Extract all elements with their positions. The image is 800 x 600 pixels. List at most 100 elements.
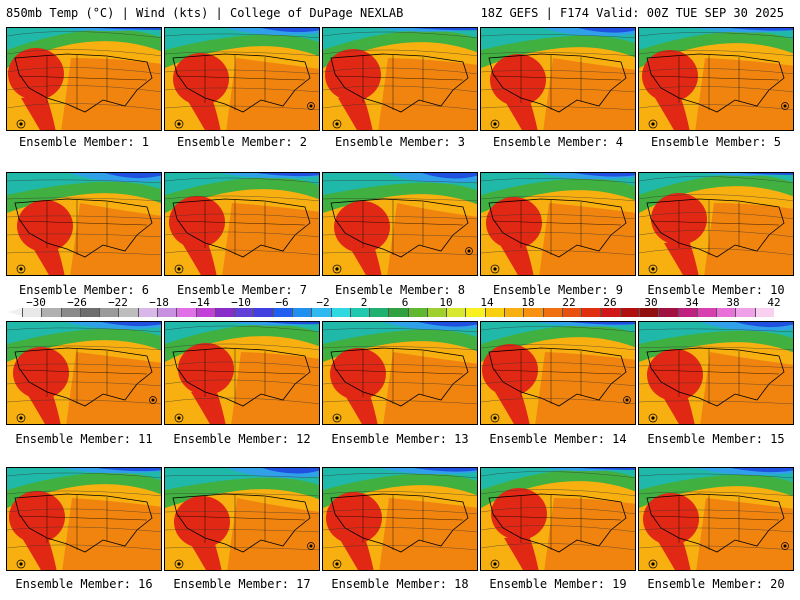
low-pressure-center — [19, 267, 23, 271]
ensemble-member-map — [6, 27, 162, 131]
ensemble-member-map — [480, 172, 636, 276]
colorbar-tick-label: 38 — [726, 296, 740, 309]
height-contour — [165, 475, 319, 479]
height-contour — [481, 34, 635, 39]
heat-plume-region — [22, 536, 57, 570]
state-border — [176, 515, 306, 521]
arctic-airmass-region — [570, 322, 635, 325]
low-pressure-center — [335, 267, 339, 271]
low-pressure-center — [335, 122, 339, 126]
heat-plume-region — [187, 536, 222, 570]
valid-time: 18Z GEFS | F174 Valid: 00Z TUE SEP 30 20… — [480, 6, 784, 20]
colorbar-tick-label: −10 — [231, 296, 251, 309]
colorbar-swatch — [22, 308, 42, 317]
state-border — [18, 515, 148, 521]
colorbar-swatch — [504, 308, 524, 317]
height-contour — [7, 179, 161, 184]
ensemble-member-map — [164, 27, 320, 131]
height-contour — [639, 509, 793, 515]
colorbar-swatch — [426, 308, 447, 317]
cold-airmass-region — [481, 468, 635, 490]
heat-plume-region — [339, 536, 374, 570]
us-outline — [330, 347, 469, 407]
us-outline — [646, 493, 785, 553]
height-contour — [7, 67, 161, 75]
warm-airmass-region — [227, 498, 319, 570]
colorbar-swatch — [118, 308, 138, 317]
height-contour — [323, 400, 477, 405]
ensemble-member-map — [638, 321, 794, 425]
height-contour — [639, 491, 793, 497]
height-contour — [639, 68, 793, 75]
height-contour — [481, 471, 635, 479]
ensemble-member-caption: Ensemble Member: 8 — [334, 283, 466, 297]
height-contour — [323, 234, 477, 238]
us-outline — [14, 198, 153, 258]
us-outline — [14, 347, 153, 407]
height-contour — [7, 399, 161, 405]
tropical-system-center — [307, 102, 315, 110]
warm-airmass-region — [539, 203, 635, 275]
height-contour — [323, 364, 477, 369]
colorbar-swatch — [99, 308, 119, 317]
height-contour — [323, 31, 477, 39]
arctic-airmass-region — [578, 28, 635, 33]
height-contour — [323, 180, 477, 184]
ensemble-member-map — [6, 172, 162, 276]
height-contour — [7, 345, 161, 351]
warm-airmass-region — [378, 58, 477, 130]
state-border — [334, 515, 464, 521]
warm-airmass-region — [704, 203, 793, 275]
cold-airmass-region — [639, 28, 793, 50]
low-pressure-center — [490, 413, 500, 423]
ensemble-member-map — [480, 321, 636, 425]
tropical-system-center — [307, 542, 315, 550]
arctic-airmass-region — [730, 28, 793, 31]
colorbar-swatch — [369, 308, 389, 317]
height-contour — [165, 69, 319, 75]
chart-title: 850mb Temp (°C) | Wind (kts) | College o… — [6, 6, 404, 20]
height-contour — [639, 50, 793, 57]
state-border — [492, 75, 622, 81]
heat-plume-region — [499, 241, 534, 275]
state-border — [176, 75, 306, 81]
height-contour — [7, 381, 161, 387]
low-pressure-center — [177, 562, 181, 566]
low-pressure-center — [493, 562, 497, 566]
colorbar-tick-label: 18 — [521, 296, 535, 309]
colorbar-swatch — [600, 308, 620, 317]
height-contour — [7, 233, 161, 238]
warm-airmass-region — [379, 498, 477, 570]
arctic-airmass-region — [579, 468, 635, 470]
heat-dome-region — [169, 196, 225, 248]
state-border — [334, 369, 464, 375]
state-border — [650, 369, 780, 375]
low-pressure-center — [651, 122, 655, 126]
low-pressure-center — [648, 559, 658, 569]
low-pressure-center — [335, 416, 339, 420]
colorbar-tick-label: 6 — [401, 296, 409, 309]
cold-airmass-region — [7, 28, 161, 50]
ensemble-member-caption: Ensemble Member: 10 — [647, 283, 785, 297]
tropical-system-center — [309, 104, 313, 108]
low-pressure-center — [493, 267, 497, 271]
low-pressure-center — [493, 122, 497, 126]
warm-airmass-region — [70, 203, 161, 275]
heat-dome-region — [9, 491, 65, 543]
height-contour — [639, 32, 793, 39]
height-contour — [165, 213, 319, 220]
colorbar-swatch — [677, 308, 697, 317]
arctic-airmass-region — [414, 468, 477, 472]
height-contour — [323, 85, 477, 93]
height-contour — [323, 328, 477, 333]
us-outline — [646, 347, 785, 407]
height-contour — [639, 176, 793, 184]
height-contour — [639, 473, 793, 479]
height-contour — [323, 382, 477, 387]
height-contour — [165, 231, 319, 238]
height-contour — [7, 251, 161, 256]
height-contour — [165, 547, 319, 551]
warm-airmass-region — [535, 352, 635, 424]
colorbar-swatch — [330, 308, 350, 317]
arctic-airmass-region — [735, 322, 793, 327]
